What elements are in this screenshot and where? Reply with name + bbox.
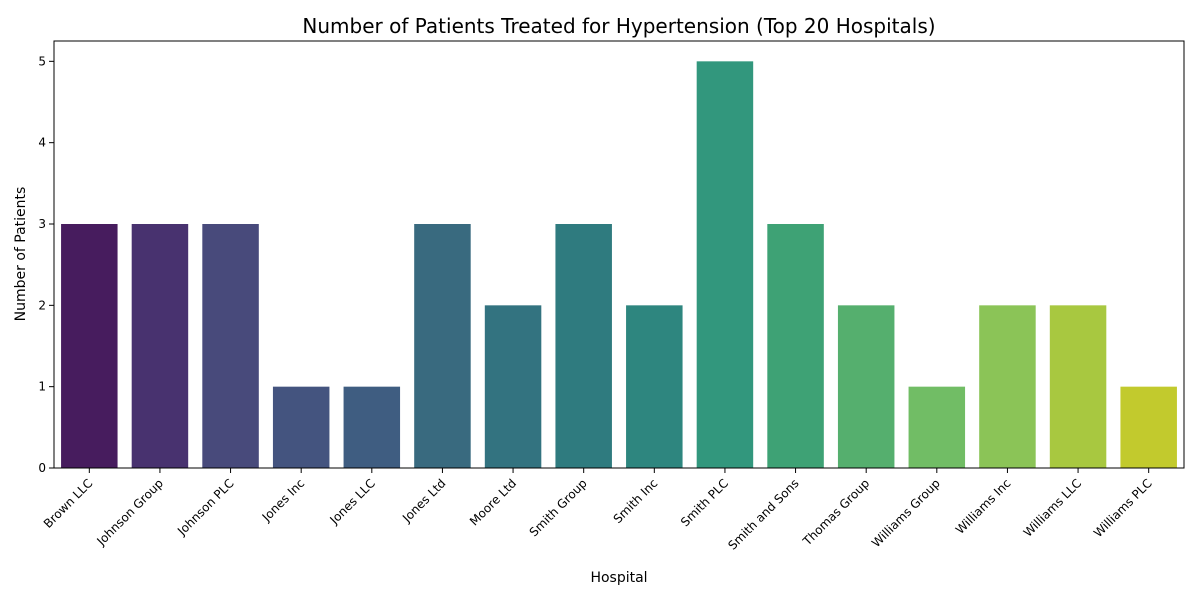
bar-moore-ltd [484,305,542,468]
bar-smith-group [555,224,612,468]
bar-williams-group [908,386,966,468]
y-tick-label: 3 [38,217,46,231]
y-tick-label: 0 [38,461,46,475]
x-tick-label: Williams PLC [1091,476,1155,540]
bar-jones-inc [272,386,330,468]
x-tick-label: Thomas Group [800,476,873,549]
bars-group [61,61,1177,468]
x-tick-label: Smith PLC [678,476,731,529]
x-tick-label: Johnson PLC [174,476,237,539]
bar-johnson-group [131,224,189,468]
x-tick-label: Johnson Group [93,476,166,549]
y-tick-label: 5 [38,54,46,68]
x-tick-label: Jones Ltd [399,476,448,525]
bar-johnson-plc [202,224,259,468]
bar-smith-inc [626,305,683,468]
bar-brown-llc [61,224,118,468]
chart-title: Number of Patients Treated for Hypertens… [302,14,935,38]
x-axis-label: Hospital [590,570,647,586]
bar-williams-llc [1049,305,1107,468]
bar-jones-llc [343,386,401,468]
x-tick-label: Jones Inc [259,476,308,525]
bar-thomas-group [837,305,895,468]
x-tick-label: Jones LLC [327,476,378,527]
bar-smith-plc [696,61,754,468]
x-tick-label: Williams LLC [1021,476,1084,539]
x-tick-label: Brown LLC [41,476,96,531]
bar-smith-and-sons [767,224,824,468]
x-tick-label: Smith Inc [611,476,661,526]
x-tick-label: Moore Ltd [467,476,519,528]
y-tick-label: 4 [38,136,46,150]
y-tick-label: 2 [38,298,46,312]
bar-williams-plc [1120,386,1177,468]
bar-jones-ltd [414,224,471,468]
y-axis-label: Number of Patients [13,187,29,322]
y-tick-label: 1 [38,380,46,394]
x-tick-label: Smith Group [527,476,590,539]
bar-williams-inc [979,305,1036,468]
y-axis: 0 1 2 3 4 5 [38,54,54,475]
x-tick-label: Williams Group [869,476,943,550]
x-tick-label: Williams Inc [953,476,1014,537]
x-tick-label: Smith and Sons [725,476,801,552]
plot-frame [53,40,1185,469]
